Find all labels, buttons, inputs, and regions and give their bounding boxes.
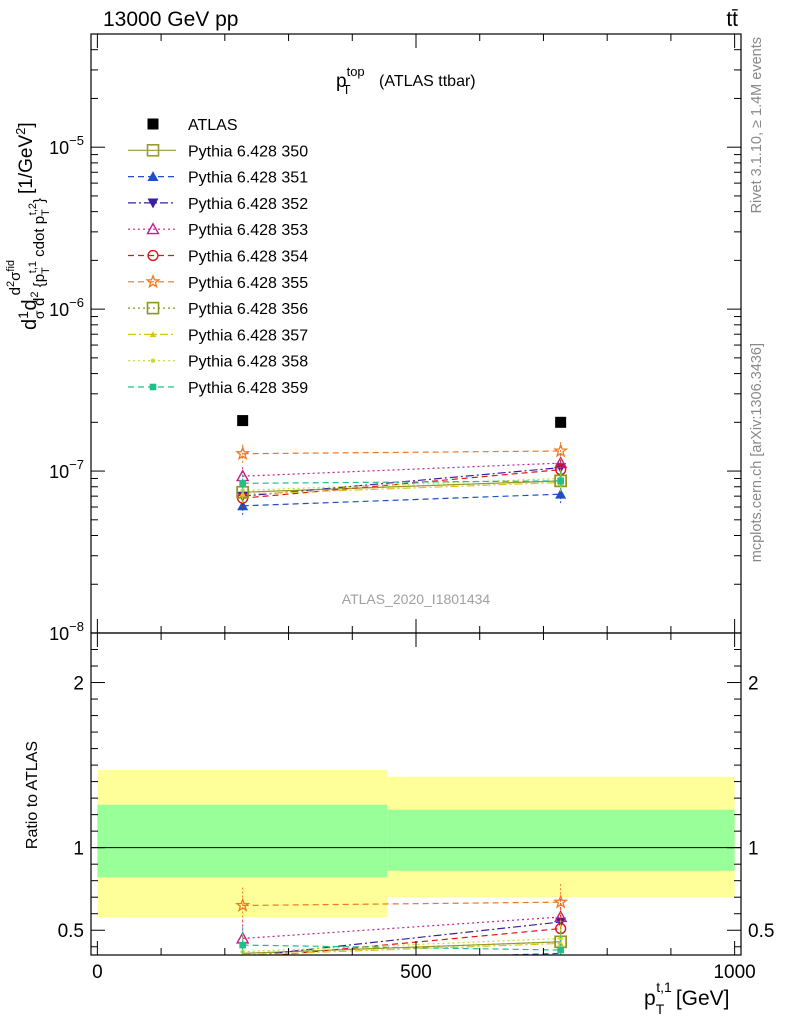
- legend-label-0: ATLAS: [188, 117, 238, 134]
- ratio-line-2: [252, 921, 561, 955]
- series-line-3: [242, 467, 561, 497]
- legend-label-5: Pythia 6.428 354: [188, 249, 308, 266]
- ratio-line-9: [242, 944, 561, 951]
- mcplots-label: mcplots.cern.ch [arXiv:1306.3436]: [749, 343, 765, 562]
- legend-marker-0: [147, 118, 159, 130]
- ratio-y-tick-label-right: 2: [748, 674, 759, 695]
- legend-marker-10: [149, 383, 157, 391]
- uncertainty-band-green-1: [387, 809, 735, 871]
- ratio-point: [235, 897, 251, 913]
- legend-marker-9: [150, 358, 156, 363]
- main-axes: 10−5 10−6 10−7 10−8: [49, 33, 742, 644]
- ratio-panel-bands: [91, 770, 741, 918]
- ratio-y-tick-label-right: 1: [748, 839, 759, 860]
- series-line-7: [242, 480, 561, 493]
- legend-label-1: Pythia 6.428 350: [188, 143, 308, 160]
- y-tick-label: 10−7: [49, 457, 84, 482]
- main-y-axis-label: d1σdd2σfidd2 {pTt,1 cdot pTt,2}[1/GeV2]: [5, 122, 52, 330]
- legend-label-6: Pythia 6.428 355: [188, 275, 308, 292]
- series-line-8: [242, 481, 561, 495]
- ratio-y-tick-label-right: 0.5: [748, 921, 774, 942]
- legend-label-10: Pythia 6.428 359: [188, 380, 308, 397]
- legend-label-8: Pythia 6.428 357: [188, 327, 308, 344]
- y-tick-label: 10−6: [49, 295, 84, 320]
- plot-title: ptop T: [336, 64, 365, 97]
- data-point: [553, 443, 569, 458]
- uncertainty-band-green-0: [97, 804, 388, 878]
- legend-marker-8: [149, 331, 157, 338]
- analysis-watermark: ATLAS_2020_I1801434: [342, 591, 491, 607]
- y-tick-label: 10−5: [49, 133, 84, 158]
- ratio-point: [558, 936, 563, 941]
- legend-label-9: Pythia 6.428 358: [188, 354, 308, 371]
- ratio-line-3: [242, 916, 561, 940]
- main-series-lines: [242, 450, 561, 507]
- ratio-y-tick-label: 1: [73, 839, 84, 860]
- ratio-y-tick-label: 0.5: [58, 921, 84, 942]
- legend-marker-1: [146, 144, 160, 157]
- data-point: [555, 488, 567, 499]
- legend: ATLAS Pythia 6.428 350 Pythia 6.428 351 Pyt…: [128, 117, 308, 397]
- ratio-line-6: [242, 941, 561, 954]
- series-line-4: [242, 462, 561, 477]
- x-axis-label: pTt,1 [GeV]: [644, 979, 730, 1017]
- ratio-y-tick-label: 2: [73, 674, 84, 695]
- collision-label: 13000 GeV pp: [103, 8, 238, 31]
- legend-label-2: Pythia 6.428 351: [188, 170, 308, 187]
- ratio-clipped-group: [235, 884, 569, 955]
- legend-marker-5: [147, 249, 159, 262]
- x-tick-label: 1000: [713, 962, 755, 983]
- legend-marker-4: [146, 222, 160, 235]
- series-line-6: [242, 450, 561, 455]
- ratio-point: [555, 917, 567, 928]
- ratio-axes: 2 2 1 1 0.5 0.5 0 500 1000: [58, 632, 774, 983]
- ratio-y-axis-label: Ratio to ATLAS: [24, 741, 41, 849]
- data-point: [555, 416, 567, 428]
- svg-text:d1σdd2σfidd2 {pTt,1 cdot pTt,2: d1σdd2σfidd2 {pTt,1 cdot pTt,2}[1/GeV2]: [5, 122, 52, 330]
- series-line-10: [242, 480, 561, 484]
- ratio-line-8: [242, 937, 561, 953]
- legend-label-4: Pythia 6.428 353: [188, 222, 308, 239]
- data-point: [553, 456, 568, 469]
- y-tick-label: 10−8: [49, 619, 84, 644]
- ratio-point: [557, 940, 564, 947]
- legend-marker-2: [147, 171, 159, 181]
- x-tick-label: 500: [400, 962, 432, 983]
- legend-marker-6: [145, 273, 161, 289]
- ratio-line-5: [242, 901, 561, 907]
- legend-marker-7: [146, 301, 160, 315]
- data-point: [235, 445, 251, 461]
- legend-marker-3: [147, 198, 159, 209]
- data-point: [557, 477, 564, 485]
- process-label: tt̄: [726, 8, 738, 31]
- ratio-series-lines: [235, 884, 569, 955]
- plot-title-rest: (ATLAS ttbar): [379, 73, 476, 90]
- main-series-markers: [235, 415, 569, 515]
- series-line-9: [242, 477, 561, 491]
- x-tick-label: 0: [92, 962, 103, 983]
- data-point: [239, 480, 246, 487]
- legend-label-7: Pythia 6.428 356: [188, 301, 308, 318]
- data-point: [237, 415, 249, 427]
- legend-label-3: Pythia 6.428 352: [188, 196, 308, 213]
- ratio-point: [557, 946, 564, 954]
- series-line-5: [242, 469, 561, 499]
- series-line-2: [242, 493, 561, 507]
- rivet-label: Rivet 3.1.10, ≥ 1.4M events: [749, 37, 765, 213]
- ratio-point: [239, 941, 246, 949]
- ratio-point: [553, 894, 569, 909]
- ratio-line-7: [242, 942, 561, 955]
